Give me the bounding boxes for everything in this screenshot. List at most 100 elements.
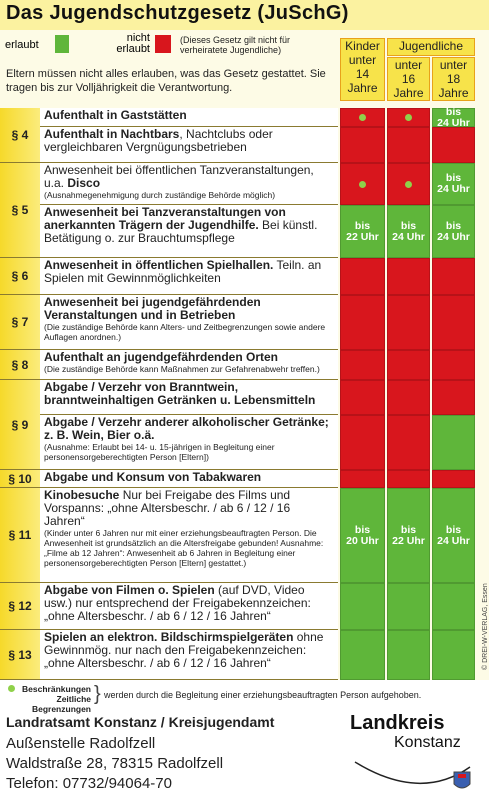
section-label: § 6 bbox=[0, 258, 40, 295]
header-age: unter 18 Jahre bbox=[432, 57, 475, 101]
legend-not-allowed: nicht erlaubt bbox=[116, 32, 150, 55]
status-cell bbox=[432, 258, 475, 295]
cell-label: 20 Uhr bbox=[346, 534, 379, 547]
status-cell: bis 24 Uhr bbox=[432, 205, 475, 258]
header-line: 18 bbox=[446, 72, 461, 86]
dot bbox=[359, 180, 366, 188]
status-cell bbox=[387, 295, 430, 350]
status-cell bbox=[387, 350, 430, 380]
legend-note: (Dieses Gesetz gilt nicht für verheirate… bbox=[180, 35, 291, 55]
row-description: Abgabe von Filmen o. Spielen (auf DVD, V… bbox=[40, 583, 338, 630]
dot-legend-item: Zeitliche Begrenzungen bbox=[31, 694, 91, 714]
header-line: 14 bbox=[355, 67, 370, 81]
cell-label: 24 Uhr bbox=[437, 230, 470, 243]
row-note: (Die zuständige Behörde kann Maßnahmen z… bbox=[44, 364, 320, 374]
row-description: Abgabe / Verzehr von Branntwein, branntw… bbox=[40, 380, 338, 415]
status-cell bbox=[432, 127, 475, 163]
logo-title: Landkreis bbox=[350, 712, 445, 734]
phone: Telefon: 07732/94064-70 bbox=[6, 775, 172, 792]
status-cell bbox=[432, 380, 475, 415]
status-cell bbox=[340, 258, 385, 295]
row-description: Aufenthalt in Nachtbars, Nachtclubs oder… bbox=[40, 127, 338, 163]
row-title: Aufenthalt in Nachtbars bbox=[44, 127, 180, 141]
dot bbox=[405, 114, 412, 121]
section-label: § 8 bbox=[0, 350, 40, 380]
intro: Eltern müssen nicht alles erlauben, was … bbox=[6, 68, 326, 94]
logo-subtitle: Konstanz bbox=[394, 734, 461, 751]
row-description: Aufenthalt in Gaststätten bbox=[40, 108, 338, 127]
row-title: Spielen an elektron. Bildschirmspielgerä… bbox=[44, 630, 294, 644]
status-cell bbox=[387, 380, 430, 415]
row-title: Aufenthalt an jugendgefährdenden Orten bbox=[44, 350, 279, 364]
row-text: (auf DVD, Video usw.) nur entsprechend d… bbox=[44, 583, 311, 623]
section-label: § 12 bbox=[0, 583, 40, 630]
status-cell bbox=[340, 350, 385, 380]
header-children: Kinder unter 14 Jahre bbox=[340, 38, 385, 101]
cell-label: 22 Uhr bbox=[346, 230, 379, 243]
row-description: Anwesenheit bei öffentlichen Tanzveranst… bbox=[40, 163, 338, 205]
cell-label: 24 Uhr bbox=[437, 183, 470, 195]
status-cell: bis 24 Uhr bbox=[432, 106, 475, 128]
row-note: (Ausnahmegenehmigung durch zuständige Be… bbox=[44, 190, 276, 200]
status-cell bbox=[432, 583, 475, 630]
row-note: (Ausnahme: Erlaubt bei 14- u. 15-jährige… bbox=[44, 442, 275, 462]
status-cell bbox=[340, 583, 385, 630]
dot bbox=[405, 180, 412, 188]
row-description: Anwesenheit bei jugendgefährdenden Veran… bbox=[40, 295, 338, 350]
office: Landratsamt Konstanz / Kreisjugendamt bbox=[6, 714, 275, 730]
row-title: Abgabe und Konsum von Tabakwaren bbox=[44, 470, 262, 484]
row-title: Anwesenheit bei jugendgefährdenden Veran… bbox=[44, 295, 261, 322]
status-cell bbox=[387, 108, 430, 127]
dot bbox=[359, 114, 366, 121]
row-title: Anwesenheit bei Tanzveranstaltungen von … bbox=[44, 205, 286, 232]
legend-allowed: erlaubt bbox=[5, 39, 39, 51]
row-text: Anwesenheit bei öffentlichen Tanzveranst… bbox=[44, 163, 314, 190]
section-label: § 5 bbox=[0, 163, 40, 258]
status-cell bbox=[432, 295, 475, 350]
title-bar bbox=[0, 0, 489, 30]
status-cell: bis 24 Uhr bbox=[432, 163, 475, 205]
row-title: Aufenthalt in Gaststätten bbox=[44, 108, 187, 122]
row-description: Abgabe und Konsum von Tabakwaren bbox=[40, 470, 338, 488]
header-line: 16 bbox=[401, 72, 416, 86]
status-cell bbox=[387, 583, 430, 630]
cell-label: bis bbox=[445, 523, 462, 536]
header-youth: Jugendliche bbox=[387, 38, 475, 56]
dot-legend: Beschränkungen Zeitliche Begrenzungen bbox=[6, 684, 91, 714]
status-cell bbox=[340, 295, 385, 350]
row-title: Kinobesuche bbox=[44, 488, 120, 502]
row-text: , Nachtclubs oder vergleichbaren Vergnüg… bbox=[44, 127, 273, 154]
row-description: Abgabe / Verzehr anderer alkoholischer G… bbox=[40, 415, 338, 470]
row-title: Abgabe / Verzehr von Branntwein, branntw… bbox=[44, 380, 316, 407]
status-cell bbox=[340, 630, 385, 680]
section-label: § 11 bbox=[0, 488, 40, 583]
cell-label: 24 Uhr bbox=[437, 534, 470, 547]
cell-label: bis bbox=[400, 219, 417, 232]
status-cell bbox=[387, 415, 430, 470]
row-description: Spielen an elektron. Bildschirmspielgerä… bbox=[40, 630, 338, 680]
row-title: Disco bbox=[67, 176, 101, 190]
row-text: ohne Gewinnmög. nur nach den Freigabeken… bbox=[44, 630, 324, 670]
status-cell bbox=[387, 630, 430, 680]
row-title: Anwesenheit in öffentlichen Spielhallen. bbox=[44, 258, 274, 272]
cell-label: bis bbox=[354, 219, 371, 232]
status-cell bbox=[340, 415, 385, 470]
cell-label: bis bbox=[354, 523, 371, 536]
dot-symbol bbox=[8, 685, 15, 692]
row-note: (Die zuständige Behörde kann Alters- und… bbox=[44, 322, 326, 342]
status-cell bbox=[432, 470, 475, 488]
legend-green bbox=[55, 35, 69, 53]
status-cell bbox=[432, 415, 475, 470]
status-cell bbox=[432, 350, 475, 380]
header-line: unter bbox=[439, 58, 468, 72]
header-age: unter 14 Jahre bbox=[341, 53, 384, 95]
header-line: Jahre bbox=[393, 86, 424, 100]
header-label: Kinder bbox=[345, 39, 380, 53]
status-cell bbox=[340, 108, 385, 127]
section-label: § 4 bbox=[0, 108, 40, 163]
section-label: § 13 bbox=[0, 630, 40, 680]
section-label: § 9 bbox=[0, 380, 40, 470]
status-cell bbox=[387, 470, 430, 488]
status-cell bbox=[340, 127, 385, 163]
header-line: unter bbox=[348, 53, 377, 67]
